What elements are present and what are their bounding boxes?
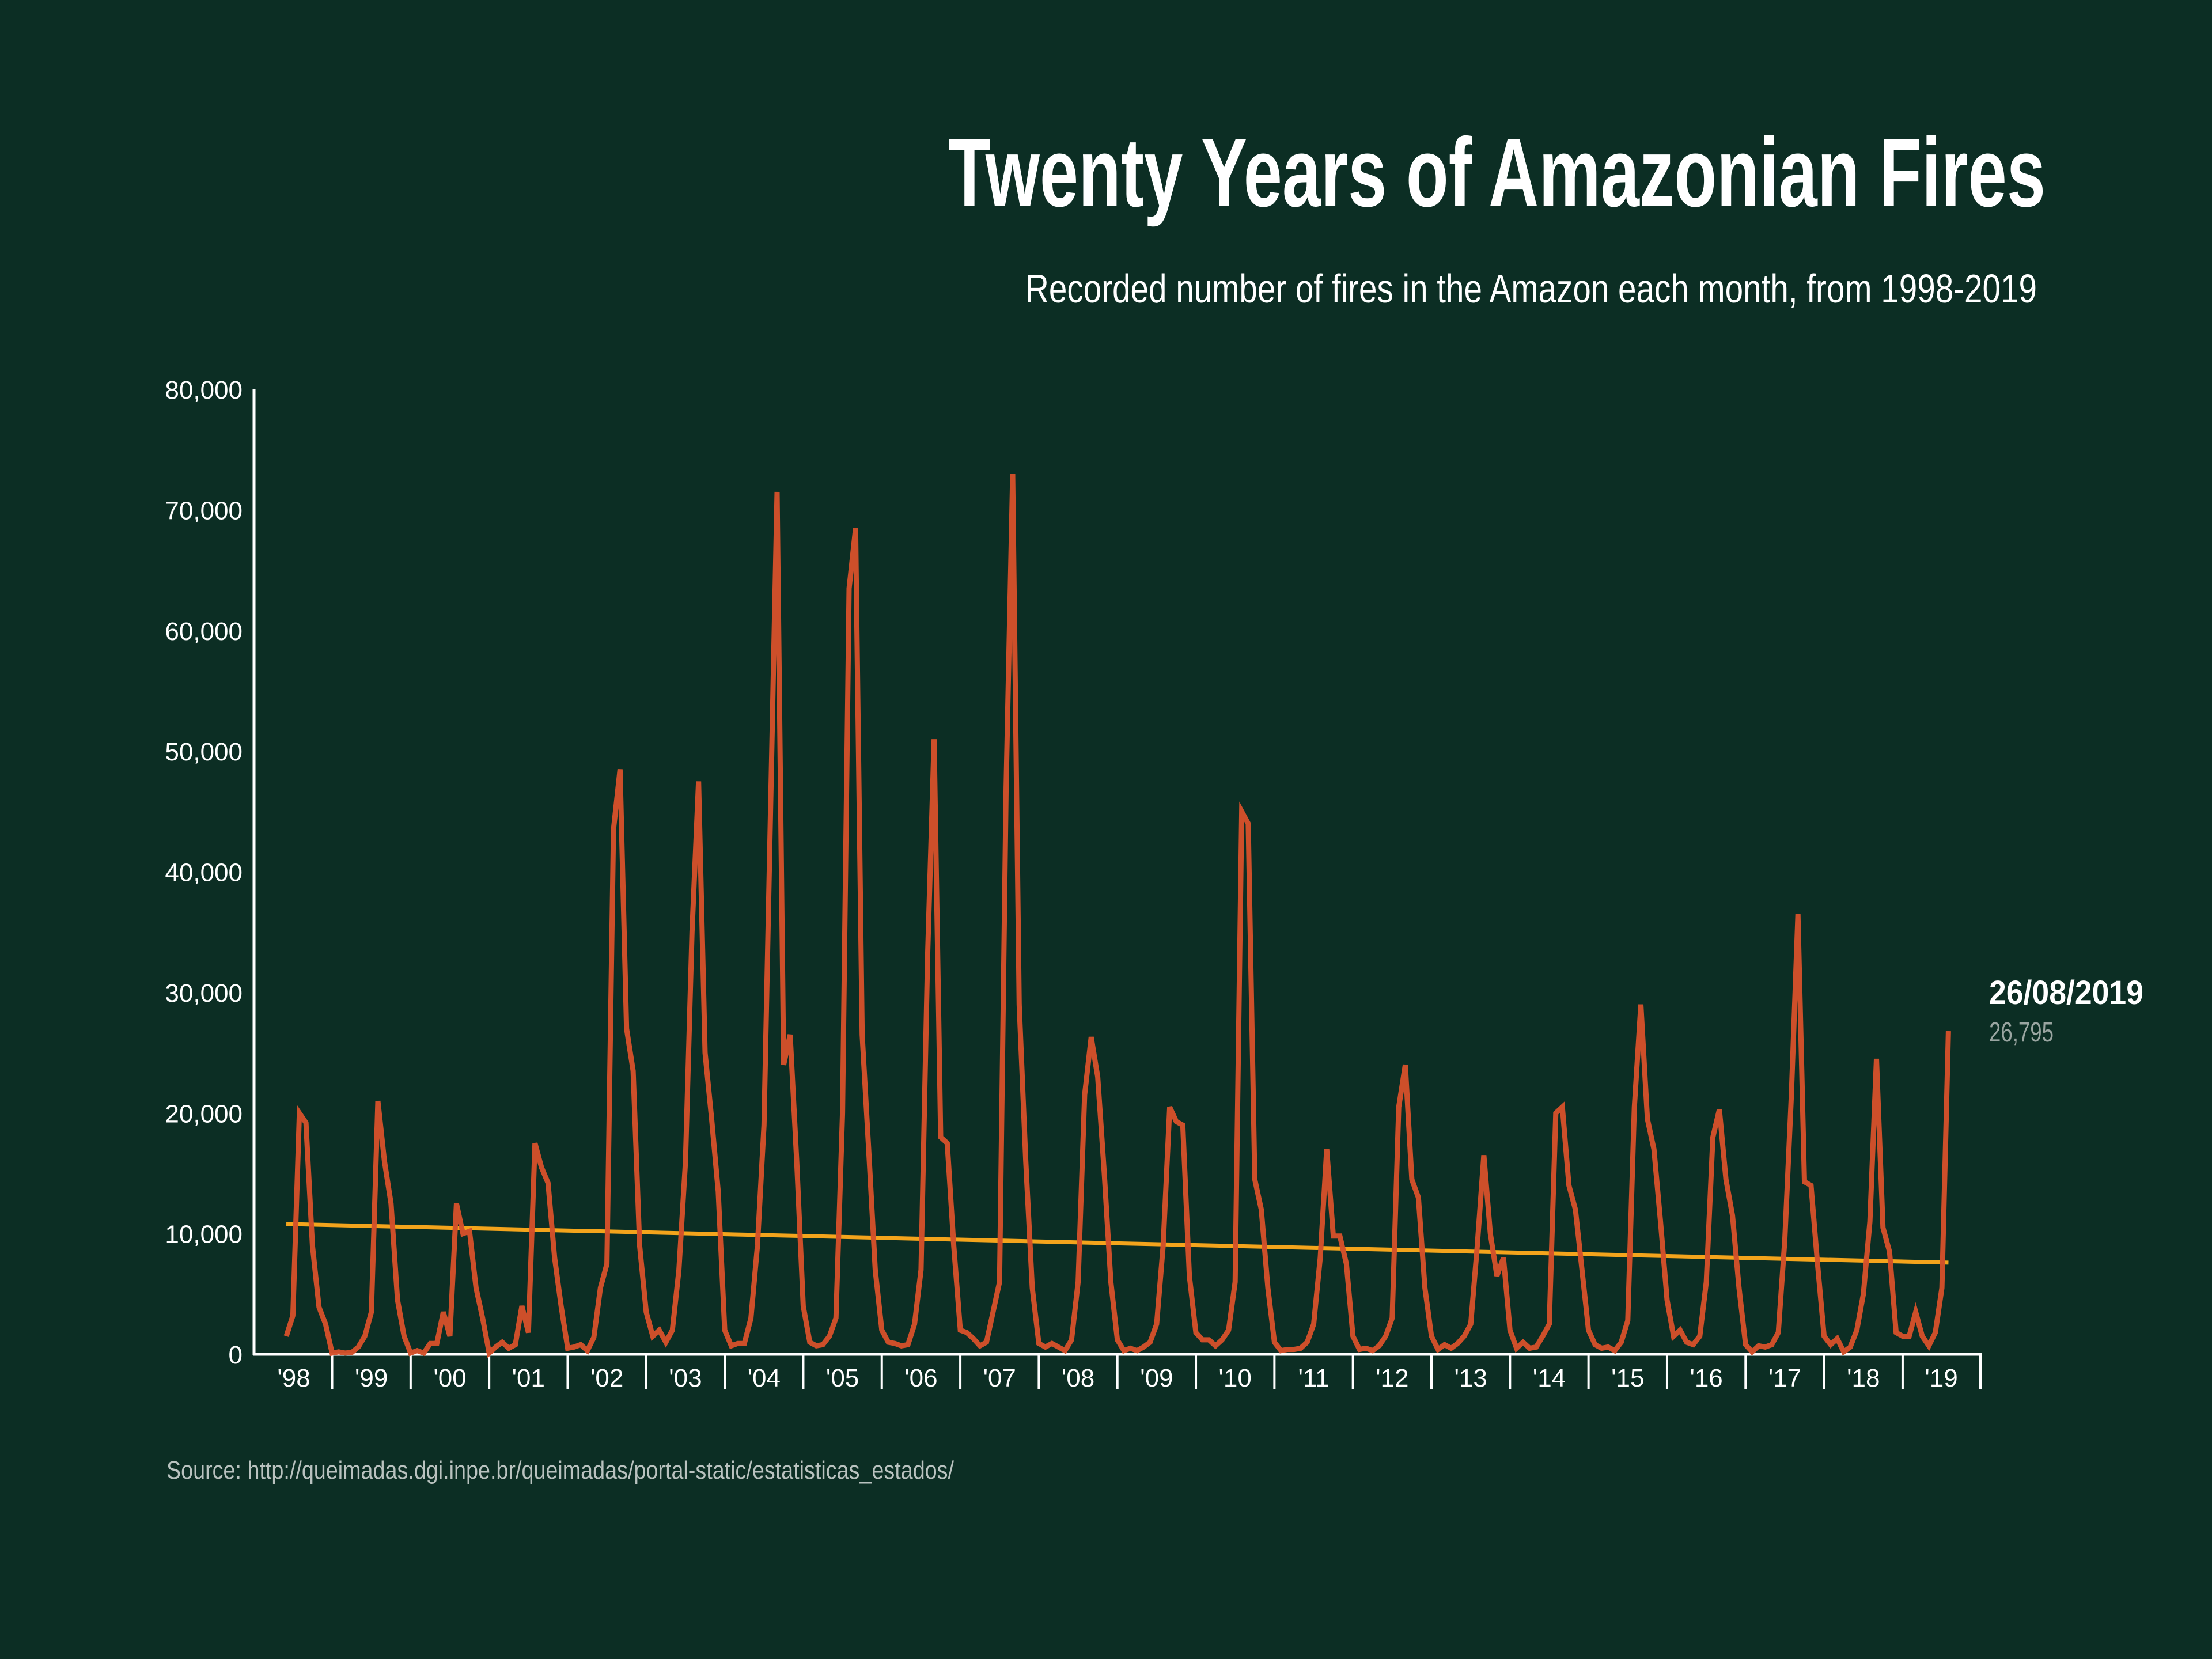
x-tick-label: '99	[355, 1364, 388, 1392]
x-tick-label: '00	[433, 1364, 466, 1392]
x-tick-label: '98	[277, 1364, 310, 1392]
x-tick-label: '03	[669, 1364, 702, 1392]
x-tick-label: '09	[1140, 1364, 1173, 1392]
trend-line	[286, 1222, 1949, 1265]
latest-date-label: 26/08/2019	[1989, 974, 2143, 1012]
x-tick-label: '13	[1454, 1364, 1487, 1392]
x-tick-label: '19	[1925, 1364, 1957, 1392]
y-tick-label: 10,000	[165, 1221, 243, 1249]
x-tick-label: '16	[1690, 1364, 1722, 1392]
x-tick-label: '12	[1376, 1364, 1408, 1392]
y-tick-label: 80,000	[165, 376, 243, 404]
y-tick-label: 50,000	[165, 738, 243, 766]
x-tick-label: '04	[748, 1364, 781, 1392]
fires-series-line	[283, 474, 1951, 1358]
x-tick-label: '05	[826, 1364, 859, 1392]
chart-title: Twenty Years of Amazonian Fires	[948, 118, 2046, 228]
chart-subtitle: Recorded number of fires in the Amazon e…	[1025, 266, 2037, 311]
y-tick-label: 20,000	[165, 1100, 243, 1128]
latest-value-label: 26,795	[1989, 1017, 2054, 1048]
y-tick-label: 70,000	[165, 497, 243, 525]
x-tick-label: '08	[1062, 1364, 1094, 1392]
x-tick-label: '06	[904, 1364, 937, 1392]
y-tick-label: 60,000	[165, 618, 243, 646]
y-tick-label: 0	[229, 1341, 243, 1369]
x-tick-label: '01	[512, 1364, 545, 1392]
x-tick-label: '02	[590, 1364, 623, 1392]
x-axis-ticks: '98 '99 '00 '01 '02 '03 '04 '05 '06 '07 '08 '09 '10 '…	[277, 1354, 1982, 1392]
y-tick-label: 30,000	[165, 979, 243, 1007]
x-tick-label: '17	[1768, 1364, 1801, 1392]
x-tick-label: '15	[1611, 1364, 1644, 1392]
y-axis-ticks: 0 10,000 20,000 30,000 40,000 50,000 60,000 70,…	[165, 376, 243, 1369]
source-note: Source: http://queimadas.dgi.inpe.br/que…	[166, 1456, 955, 1484]
y-tick-label: 40,000	[165, 859, 243, 887]
x-tick-label: '07	[983, 1364, 1016, 1392]
x-tick-label: '10	[1219, 1364, 1252, 1392]
x-tick-label: '11	[1298, 1364, 1329, 1392]
x-tick-label: '18	[1847, 1364, 1880, 1392]
x-tick-label: '14	[1533, 1364, 1566, 1392]
